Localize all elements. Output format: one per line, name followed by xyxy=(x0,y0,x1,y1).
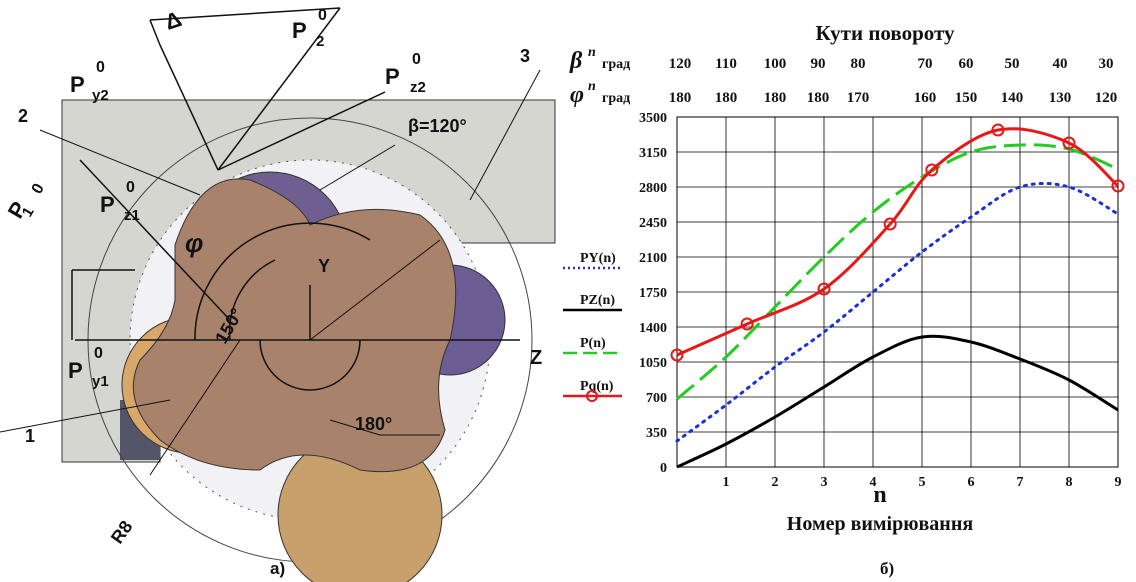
y-tick-label: 350 xyxy=(646,426,667,441)
label-sub: y1 xyxy=(92,373,109,390)
row-value: 120 xyxy=(1095,90,1118,106)
caption: б) xyxy=(880,559,894,578)
label-sup: 0 xyxy=(412,51,421,68)
drawing-a: Δ P 0 y2 P 0 2 P 0 z2 3 2 1 β=120° P 0 1… xyxy=(0,6,555,582)
row-value: 140 xyxy=(1001,90,1024,106)
label-sup: 0 xyxy=(318,7,327,24)
y-tick-label: 3150 xyxy=(639,146,667,161)
row-value: 180 xyxy=(715,90,738,106)
row-value: 170 xyxy=(847,90,870,106)
x-tick-label: 1 xyxy=(723,475,730,490)
row-value: 160 xyxy=(914,90,937,106)
row-value: 180 xyxy=(807,90,830,106)
row-value: 100 xyxy=(764,56,787,72)
y-tick-label: 2800 xyxy=(639,181,667,196)
y-tick-label: 1050 xyxy=(639,356,667,371)
legend-label: PY(n) xyxy=(580,251,616,266)
row-unit: град xyxy=(602,91,630,106)
x-tick-label: 6 xyxy=(968,475,975,490)
x-tick-label: 9 xyxy=(1115,475,1122,490)
x-tick-label: 8 xyxy=(1066,475,1073,490)
row-value: 40 xyxy=(1053,56,1068,72)
label: P xyxy=(292,18,307,43)
row-value: 30 xyxy=(1099,56,1114,72)
row-symbol-sup: n xyxy=(588,45,596,60)
x-tick-label: 5 xyxy=(919,475,926,490)
label: Z xyxy=(530,347,542,369)
label: 1 xyxy=(25,426,35,446)
label: 2 xyxy=(18,106,28,126)
row-value: 180 xyxy=(669,90,692,106)
row-symbol-sup: n xyxy=(588,79,596,94)
legend-label: PZ(n) xyxy=(580,293,615,308)
x-tick-label: 4 xyxy=(870,475,877,490)
x-tick-label: 7 xyxy=(1017,475,1024,490)
y-tick-label: 3500 xyxy=(639,111,667,126)
label-sub: y2 xyxy=(92,87,109,104)
label: Δ xyxy=(162,6,185,35)
row-value: 90 xyxy=(811,56,826,72)
label: P xyxy=(100,192,115,217)
row-value: 180 xyxy=(764,90,787,106)
row-value: 120 xyxy=(669,56,692,72)
y-tick-label: 2450 xyxy=(639,216,667,231)
row-symbol: β xyxy=(569,48,583,74)
y-tick-label: 1400 xyxy=(639,321,667,336)
caption: а) xyxy=(270,559,285,578)
label-sub: z1 xyxy=(124,207,140,224)
label-sub: 2 xyxy=(316,33,324,50)
chart-b: Кути повороту n Номер вимірювання б) 035… xyxy=(563,21,1124,578)
series-line xyxy=(677,336,1118,467)
x-tick-label: 2 xyxy=(772,475,779,490)
label: 3 xyxy=(520,46,530,66)
row-value: 80 xyxy=(851,56,866,72)
row-value: 130 xyxy=(1049,90,1072,106)
label-sup: 0 xyxy=(29,181,48,197)
label: P xyxy=(68,358,83,383)
label: P xyxy=(385,64,400,89)
figure: Δ P 0 y2 P 0 2 P 0 z2 3 2 1 β=120° P 0 1… xyxy=(0,0,1136,582)
x-axis-label: Номер вимірювання xyxy=(787,513,974,535)
y-tick-label: 1750 xyxy=(639,286,667,301)
label: 180° xyxy=(355,414,392,434)
row-value: 70 xyxy=(918,56,933,72)
row-value: 110 xyxy=(715,56,737,72)
label-sub: z2 xyxy=(410,79,426,96)
chart-title: Кути повороту xyxy=(815,21,955,45)
series-line xyxy=(677,145,1118,399)
row-value: 60 xyxy=(959,56,974,72)
row-unit: град xyxy=(602,57,630,72)
legend-label: Pq(n) xyxy=(580,379,614,394)
x-tick-label: 3 xyxy=(821,475,828,490)
y-tick-label: 2100 xyxy=(639,251,667,266)
y-tick-label: 700 xyxy=(646,391,667,406)
label-sup: 0 xyxy=(96,59,105,76)
label: R8 xyxy=(107,517,137,547)
row-value: 150 xyxy=(955,90,978,106)
label-sup: 0 xyxy=(126,179,135,196)
label: Y xyxy=(318,256,330,276)
y-tick-label: 0 xyxy=(660,461,667,476)
label-sup: 0 xyxy=(94,345,103,362)
label: β=120° xyxy=(408,116,467,136)
label: φ xyxy=(185,228,203,258)
row-symbol: φ xyxy=(570,82,584,108)
legend-label: P(n) xyxy=(580,336,606,351)
row-value: 50 xyxy=(1005,56,1020,72)
label: P xyxy=(70,72,85,97)
